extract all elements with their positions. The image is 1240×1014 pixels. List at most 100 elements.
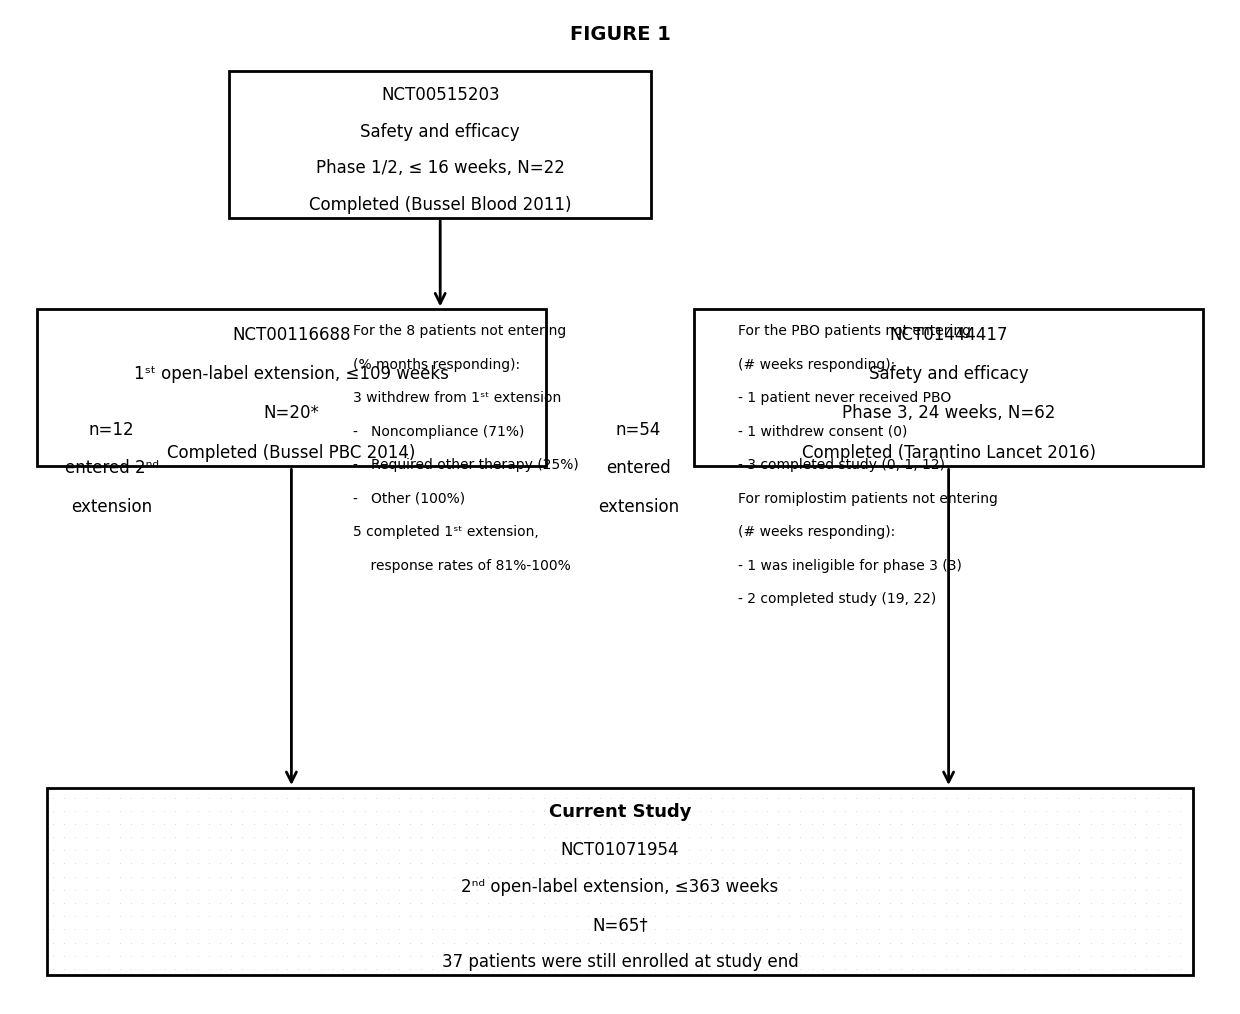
Text: NCT01444417: NCT01444417	[889, 325, 1008, 344]
Point	[98, 895, 118, 912]
Point	[590, 909, 610, 925]
Point	[243, 895, 264, 912]
Point	[668, 895, 688, 912]
Point	[746, 802, 766, 818]
Point	[87, 895, 107, 912]
Point	[55, 909, 74, 925]
Point	[668, 829, 688, 846]
Point	[1104, 815, 1123, 831]
Point	[322, 935, 342, 951]
Point	[389, 909, 409, 925]
Point	[512, 961, 532, 977]
Point	[120, 842, 140, 858]
Point	[311, 868, 331, 884]
Point	[479, 935, 498, 951]
Point	[1037, 802, 1056, 818]
Point	[55, 842, 74, 858]
Point	[1092, 815, 1112, 831]
Point	[55, 815, 74, 831]
Point	[1025, 856, 1045, 872]
Point	[892, 947, 911, 963]
Point	[356, 829, 376, 846]
Point	[221, 947, 241, 963]
Point	[724, 947, 744, 963]
Point	[613, 935, 632, 951]
Point	[109, 895, 129, 912]
Point	[109, 909, 129, 925]
Point	[713, 815, 733, 831]
Point	[624, 947, 644, 963]
Point	[624, 789, 644, 805]
Point	[345, 829, 365, 846]
Point	[356, 802, 376, 818]
Point	[668, 935, 688, 951]
Point	[1126, 856, 1146, 872]
Point	[1148, 947, 1168, 963]
Point	[780, 921, 800, 937]
Point	[367, 842, 387, 858]
Point	[680, 881, 699, 898]
Point	[1148, 842, 1168, 858]
Point	[836, 789, 856, 805]
Point	[434, 909, 454, 925]
Point	[914, 921, 934, 937]
Point	[1025, 881, 1045, 898]
Point	[1059, 842, 1079, 858]
Point	[1014, 856, 1034, 872]
Point	[1003, 829, 1023, 846]
Point	[1171, 909, 1190, 925]
Point	[434, 856, 454, 872]
Point	[657, 909, 677, 925]
Point	[210, 856, 231, 872]
Point	[389, 842, 409, 858]
Point	[1126, 802, 1146, 818]
Point	[512, 947, 532, 963]
Point	[635, 909, 655, 925]
Point	[401, 829, 420, 846]
Point	[501, 895, 521, 912]
Point	[356, 856, 376, 872]
Point	[176, 842, 196, 858]
Point	[880, 947, 900, 963]
Point	[813, 856, 833, 872]
Point	[914, 935, 934, 951]
Point	[735, 802, 755, 818]
Point	[423, 961, 443, 977]
Point	[992, 829, 1012, 846]
Point	[590, 895, 610, 912]
Point	[601, 868, 621, 884]
Point	[523, 935, 543, 951]
Point	[1115, 815, 1135, 831]
Point	[345, 868, 365, 884]
Point	[1171, 935, 1190, 951]
Point	[691, 829, 711, 846]
Point	[970, 802, 990, 818]
Point	[322, 815, 342, 831]
Point	[467, 802, 487, 818]
Point	[490, 829, 510, 846]
Point	[289, 935, 309, 951]
Point	[691, 789, 711, 805]
Point	[356, 881, 376, 898]
Point	[601, 961, 621, 977]
Point	[1081, 921, 1101, 937]
Point	[892, 789, 911, 805]
Point	[423, 802, 443, 818]
Point	[42, 802, 62, 818]
Point	[412, 789, 432, 805]
Point	[221, 868, 241, 884]
Point	[42, 909, 62, 925]
Point	[869, 829, 889, 846]
Point	[1115, 961, 1135, 977]
Point	[389, 868, 409, 884]
Point	[64, 815, 84, 831]
Point	[780, 935, 800, 951]
Point	[780, 842, 800, 858]
Point	[557, 815, 577, 831]
Point	[356, 789, 376, 805]
Point	[120, 895, 140, 912]
Point	[120, 947, 140, 963]
Point	[243, 856, 264, 872]
Point	[120, 829, 140, 846]
Point	[869, 935, 889, 951]
